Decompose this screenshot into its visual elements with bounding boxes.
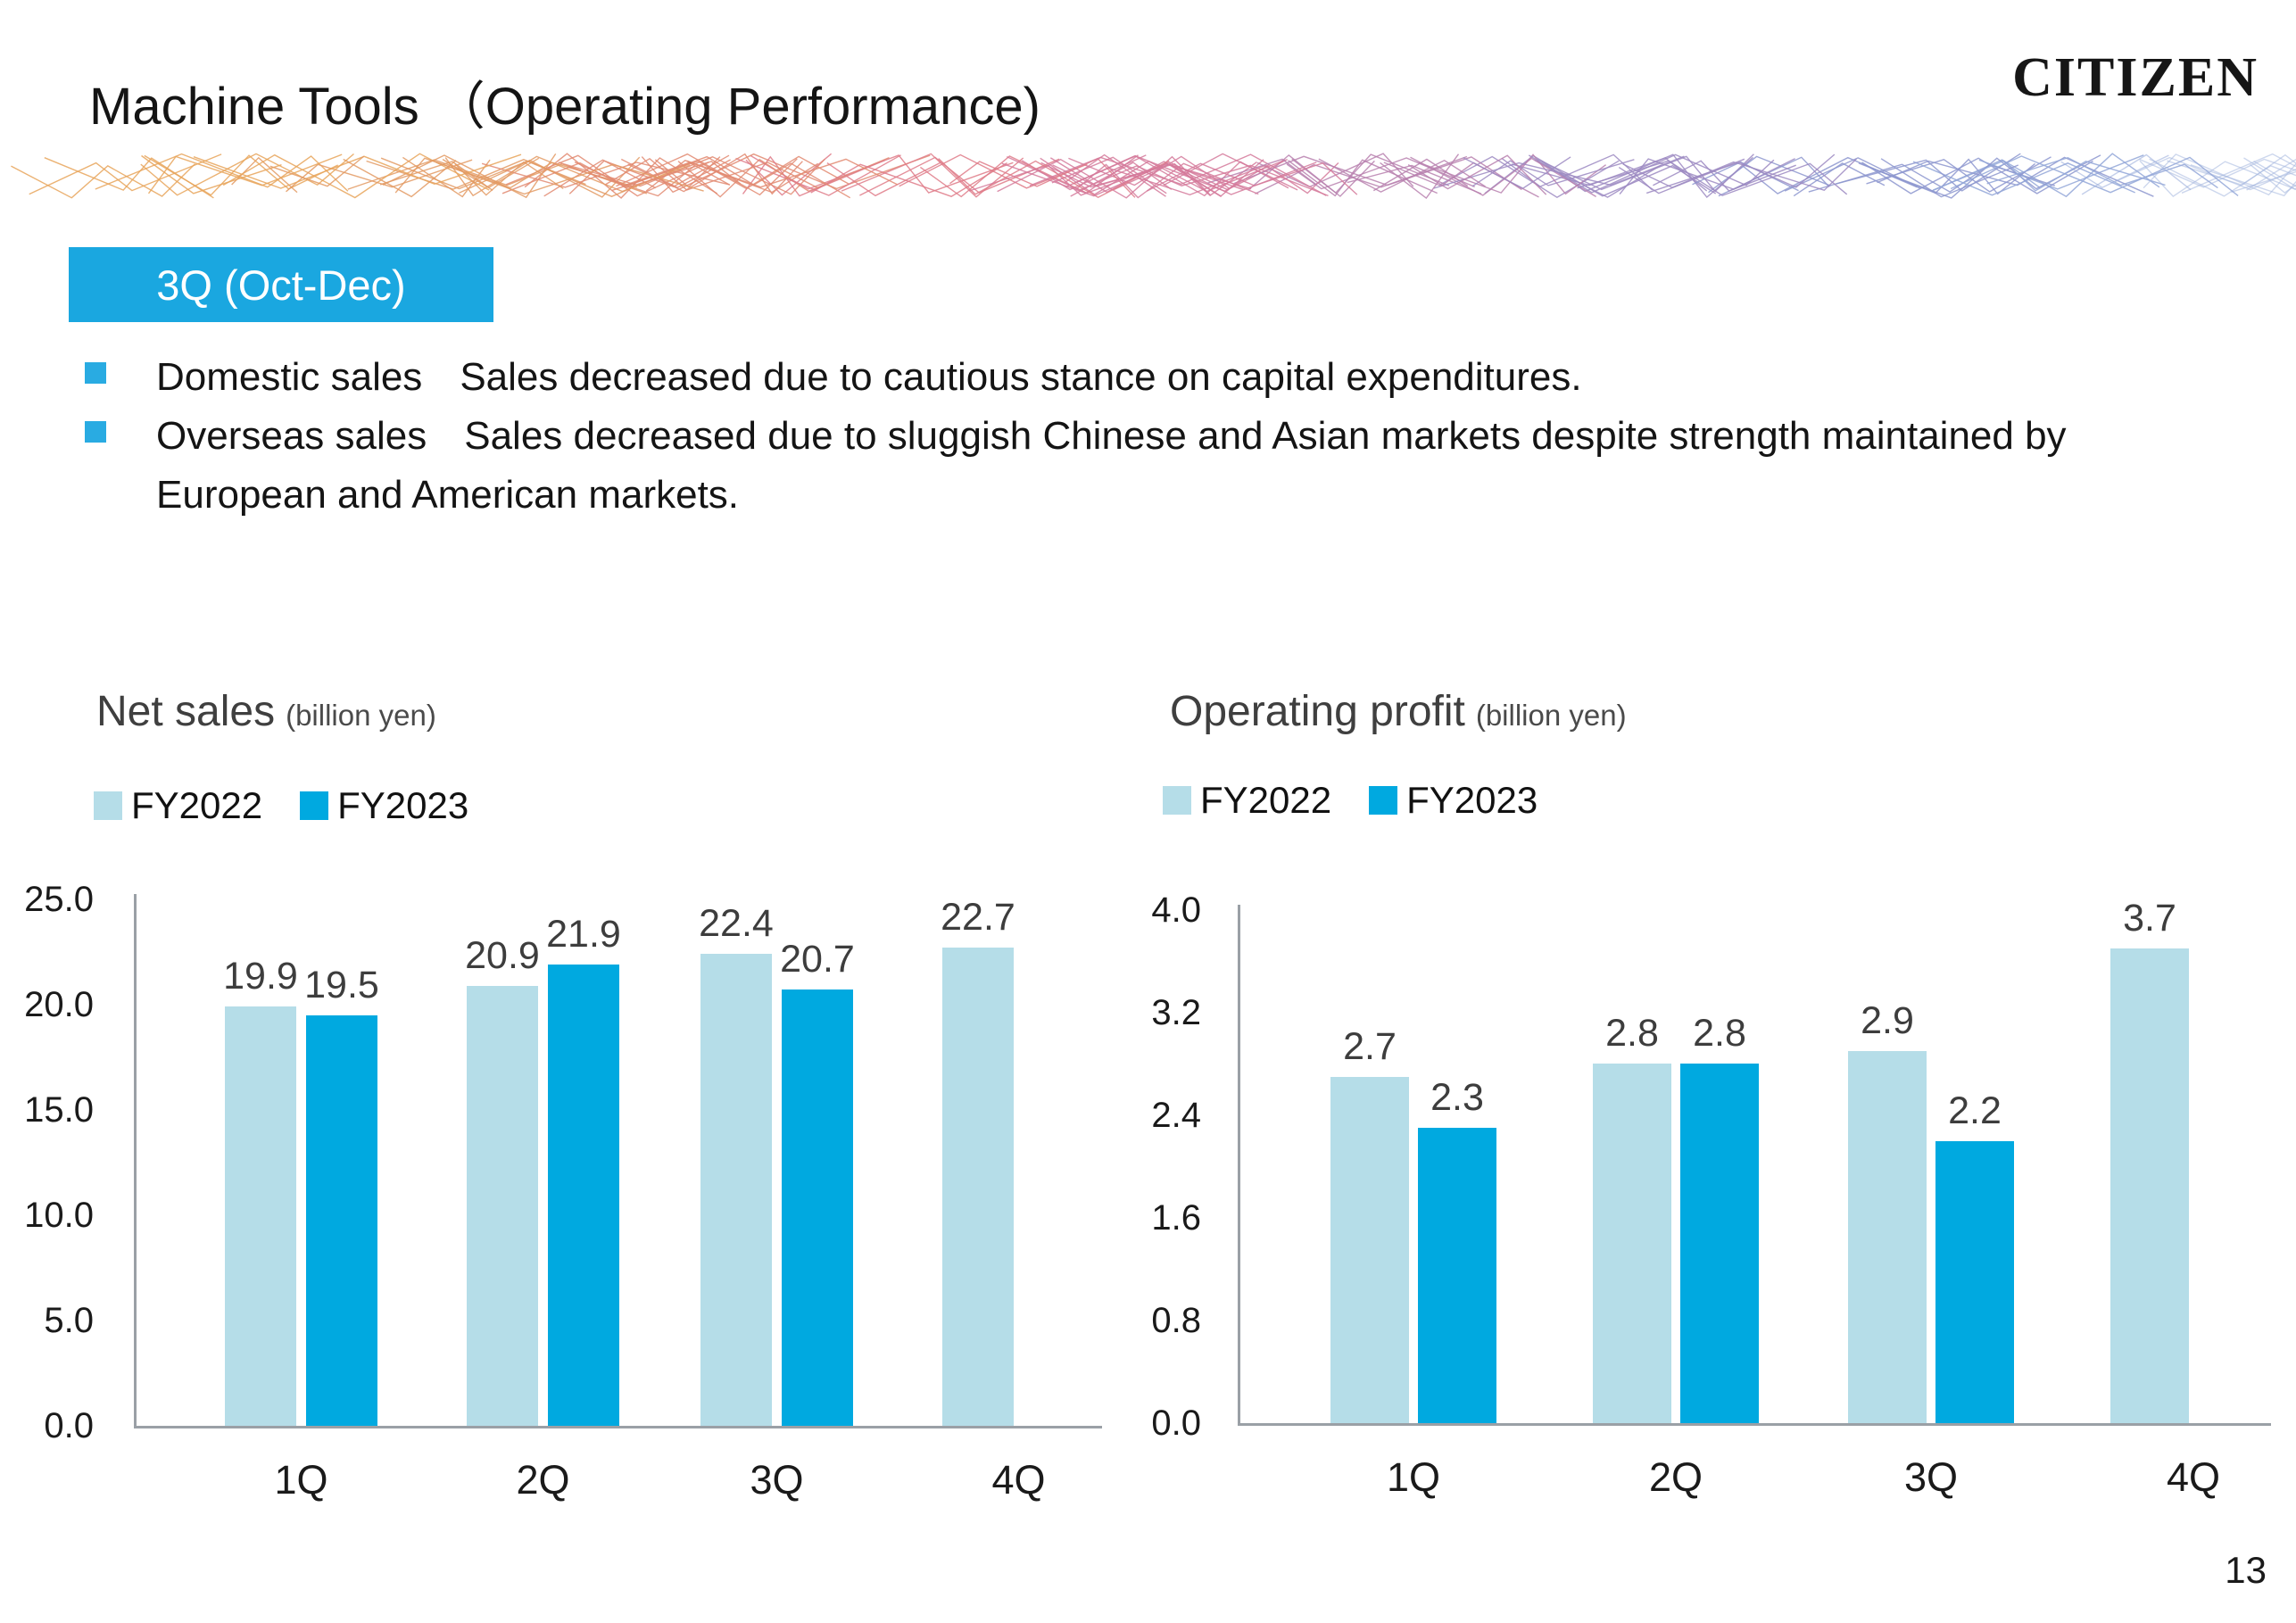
legend-label: FY2022 (131, 784, 263, 826)
y-tick-label: 0.0 (1151, 1404, 1201, 1443)
citizen-logo: CITIZEN (2012, 47, 2259, 108)
bar-fy2022-2q (1593, 1064, 1671, 1423)
x-category-label: 3Q (750, 1457, 804, 1503)
legend-label: FY2023 (1406, 779, 1538, 821)
bar-value-label: 19.5 (304, 964, 379, 1006)
x-axis-line (1238, 1423, 2271, 1426)
chart-title-text: Net sales (96, 688, 276, 735)
bar-value-label: 22.7 (941, 896, 1015, 939)
x-category-label: 4Q (2166, 1454, 2221, 1500)
legend-item-fy2022: FY2022 (94, 784, 262, 827)
operating-profit-chart-title: Operating profit (billion yen) (1170, 687, 1627, 736)
bar-fy2022-4q (2110, 948, 2189, 1423)
legend-label: FY2023 (337, 784, 469, 826)
net-sales-legend: FY2022 FY2023 (94, 784, 468, 827)
bar-fy2023-3q (1935, 1141, 2014, 1423)
legend-item-fy2022: FY2022 (1163, 779, 1331, 822)
bar-fy2022-1q (1330, 1077, 1409, 1423)
bar-value-label: 21.9 (546, 913, 621, 956)
bar-fy2022-3q (700, 954, 772, 1426)
bar-fy2023-2q (1680, 1064, 1759, 1423)
fy2022-swatch-icon (94, 791, 122, 820)
bar-fy2022-1q (225, 1006, 296, 1426)
x-category-label: 4Q (991, 1457, 1046, 1503)
x-category-label: 1Q (1386, 1454, 1441, 1500)
operating-profit-legend: FY2022 FY2023 (1163, 779, 1538, 822)
net-sales-plot: 0.0 5.0 10.0 15.0 20.0 25.0 19.9 19.5 1Q 20.9 21.9… (0, 874, 1133, 1570)
y-axis-line (1238, 905, 1240, 1423)
x-category-label: 1Q (274, 1457, 328, 1503)
bar-fy2023-1q (306, 1015, 377, 1426)
bar-value-label: 2.8 (1605, 1012, 1659, 1055)
fy2022-swatch-icon (1163, 786, 1191, 815)
y-tick-label: 0.0 (44, 1406, 94, 1445)
fy2023-swatch-icon (300, 791, 329, 820)
bar-fy2022-3q (1848, 1051, 1927, 1423)
bar-fy2023-1q (1418, 1128, 1496, 1423)
bar-value-label: 19.9 (223, 955, 298, 998)
bar-value-label: 2.7 (1343, 1025, 1397, 1068)
y-tick-label: 20.0 (24, 985, 94, 1024)
y-tick-label: 1.6 (1151, 1198, 1201, 1238)
y-tick-label: 2.4 (1151, 1096, 1201, 1135)
y-tick-label: 5.0 (44, 1301, 94, 1340)
y-tick-label: 3.2 (1151, 993, 1201, 1032)
bullet-square-icon (85, 421, 106, 443)
legend-item-fy2023: FY2023 (300, 784, 468, 827)
fy2023-swatch-icon (1369, 786, 1398, 815)
bar-value-label: 3.7 (2123, 897, 2176, 940)
bar-value-label: 22.4 (699, 902, 774, 945)
page-number: 13 (2225, 1549, 2267, 1591)
bar-fy2022-2q (467, 986, 538, 1426)
bullet-square-icon (85, 362, 106, 384)
bullet-text: Overseas sales Sales decreased due to slu… (156, 407, 2110, 525)
bullet-label: Domestic sales (156, 355, 423, 399)
y-axis-line (134, 894, 137, 1426)
bar-fy2022-4q (942, 948, 1014, 1426)
bar-value-label: 20.9 (465, 934, 540, 977)
bar-value-label: 2.3 (1430, 1076, 1484, 1119)
bar-value-label: 2.9 (1861, 999, 1914, 1042)
bullet-description: Sales decreased due to cautious stance o… (460, 355, 1582, 399)
legend-item-fy2023: FY2023 (1369, 779, 1538, 822)
bar-fy2023-2q (548, 965, 619, 1426)
y-tick-label: 4.0 (1151, 890, 1201, 930)
y-tick-label: 10.0 (24, 1196, 94, 1235)
chart-unit-label: (billion yen) (1475, 699, 1627, 732)
bar-value-label: 2.2 (1948, 1089, 2002, 1132)
operating-profit-plot: 0.0 0.8 1.6 2.4 3.2 4.0 2.7 2.3 1Q 2.8 2.8 2Q 2.9 2.2… (1142, 874, 2296, 1570)
decorative-scribble-band (11, 153, 2296, 199)
bullet-label: Overseas sales (156, 414, 427, 458)
chart-unit-label: (billion yen) (286, 699, 436, 732)
x-category-label: 2Q (516, 1457, 570, 1503)
x-axis-line (134, 1426, 1102, 1428)
x-category-label: 3Q (1903, 1454, 1959, 1500)
x-category-label: 2Q (1648, 1454, 1703, 1500)
bar-fy2023-3q (782, 990, 853, 1426)
bullet-text: Domestic sales Sales decreased due to cau… (156, 348, 2110, 407)
net-sales-chart-title: Net sales (billion yen) (96, 687, 436, 736)
legend-label: FY2022 (1200, 779, 1332, 821)
y-tick-label: 15.0 (24, 1090, 94, 1130)
y-tick-label: 25.0 (24, 880, 94, 919)
quarter-badge: 3Q (Oct-Dec) (69, 247, 493, 322)
page-title: Machine Tools （Operating Performance) (89, 78, 1040, 136)
bullet-description: Sales decreased due to sluggish Chinese … (156, 414, 2067, 517)
chart-title-text: Operating profit (1170, 688, 1465, 735)
y-tick-label: 0.8 (1151, 1301, 1201, 1340)
bar-value-label: 20.7 (780, 938, 855, 981)
bar-value-label: 2.8 (1693, 1012, 1746, 1055)
